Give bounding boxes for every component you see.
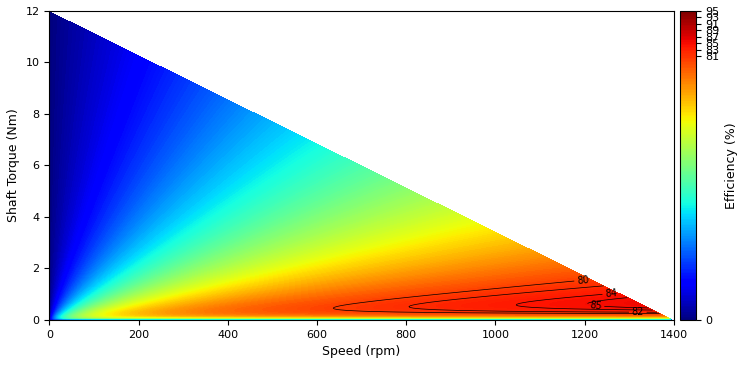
Y-axis label: Efficiency (%): Efficiency (%) xyxy=(725,122,738,209)
Y-axis label: Shaft Torque (Nm): Shaft Torque (Nm) xyxy=(7,108,20,222)
Text: 82: 82 xyxy=(631,307,644,317)
X-axis label: Speed (rpm): Speed (rpm) xyxy=(323,345,400,358)
Text: 80: 80 xyxy=(577,275,589,286)
Text: 85: 85 xyxy=(589,300,602,311)
Text: 84: 84 xyxy=(604,288,618,299)
